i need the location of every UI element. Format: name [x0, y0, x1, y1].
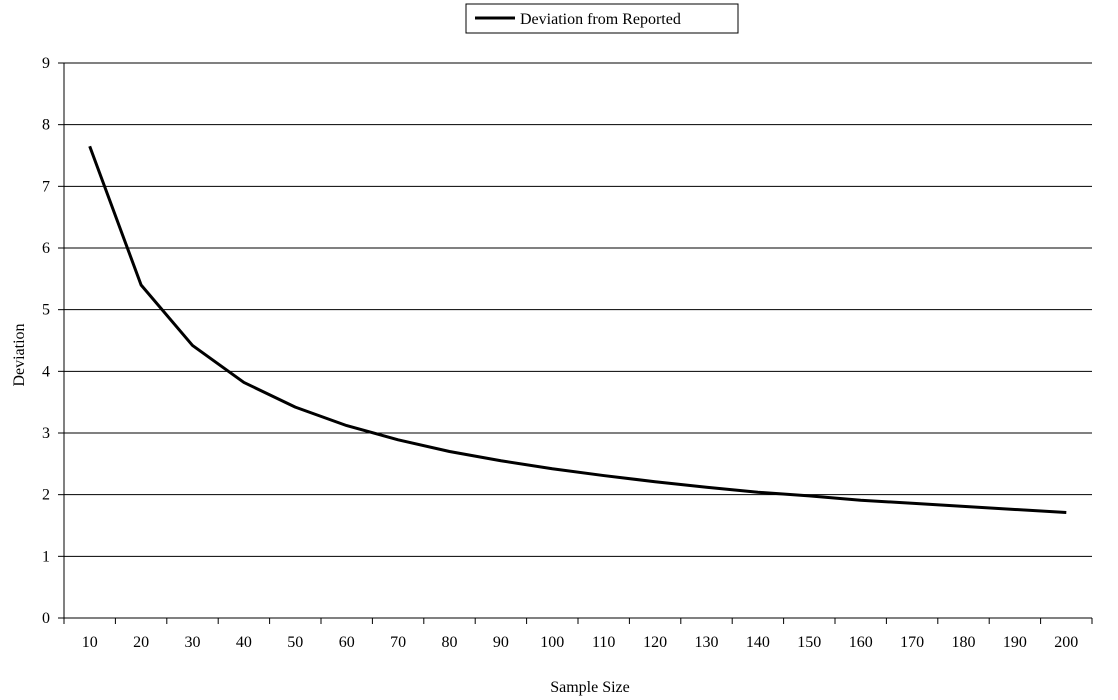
y-tick-label: 5: [42, 302, 50, 319]
series-layer: [88, 145, 1067, 515]
x-tick-label: 120: [643, 634, 667, 651]
x-tick-label: 190: [1003, 634, 1027, 651]
gridlines: [64, 62, 1092, 557]
x-tick-label: 90: [493, 634, 509, 651]
x-tick-label: 110: [592, 634, 615, 651]
legend-entry-label: Deviation from Reported: [520, 11, 681, 28]
x-tick-label: 30: [185, 634, 201, 651]
legend-box: [465, 3, 739, 34]
y-axis-title: Deviation: [11, 323, 28, 386]
x-tick-label: 200: [1054, 634, 1078, 651]
x-tick-label: 60: [339, 634, 355, 651]
y-tick-label: 7: [42, 178, 50, 195]
y-tick-label: 0: [42, 610, 50, 627]
axes: [58, 62, 1093, 624]
x-tick-label: 70: [390, 634, 406, 651]
y-tick-label: 4: [42, 363, 50, 380]
y-tick-label: 9: [42, 55, 50, 72]
tick-labels: 0 1 2 3 4 5 6 7 8 9 10 20 30 40 50 60 70 80 90 100 110 120 130…: [42, 55, 1078, 651]
x-tick-label: 80: [442, 634, 458, 651]
x-tick-label: 180: [952, 634, 976, 651]
x-tick-label: 160: [849, 634, 873, 651]
y-tick-label: 8: [42, 117, 50, 134]
x-tick-label: 170: [900, 634, 924, 651]
x-tick-label: 50: [287, 634, 303, 651]
y-tick-label: 3: [42, 425, 50, 442]
x-tick-label: 140: [746, 634, 770, 651]
x-tick-label: 20: [133, 634, 149, 651]
y-tick-label: 1: [42, 548, 50, 565]
x-tick-label: 40: [236, 634, 252, 651]
x-tick-label: 150: [797, 634, 821, 651]
legend: Deviation from Reported: [465, 3, 739, 34]
x-tick-label: 10: [82, 634, 98, 651]
series-line: [88, 145, 1067, 515]
x-axis-title: Sample Size: [550, 679, 630, 696]
y-tick-label: 2: [42, 487, 50, 504]
x-tick-label: 100: [540, 634, 564, 651]
x-tick-label: 130: [695, 634, 719, 651]
y-tick-label: 6: [42, 240, 50, 257]
